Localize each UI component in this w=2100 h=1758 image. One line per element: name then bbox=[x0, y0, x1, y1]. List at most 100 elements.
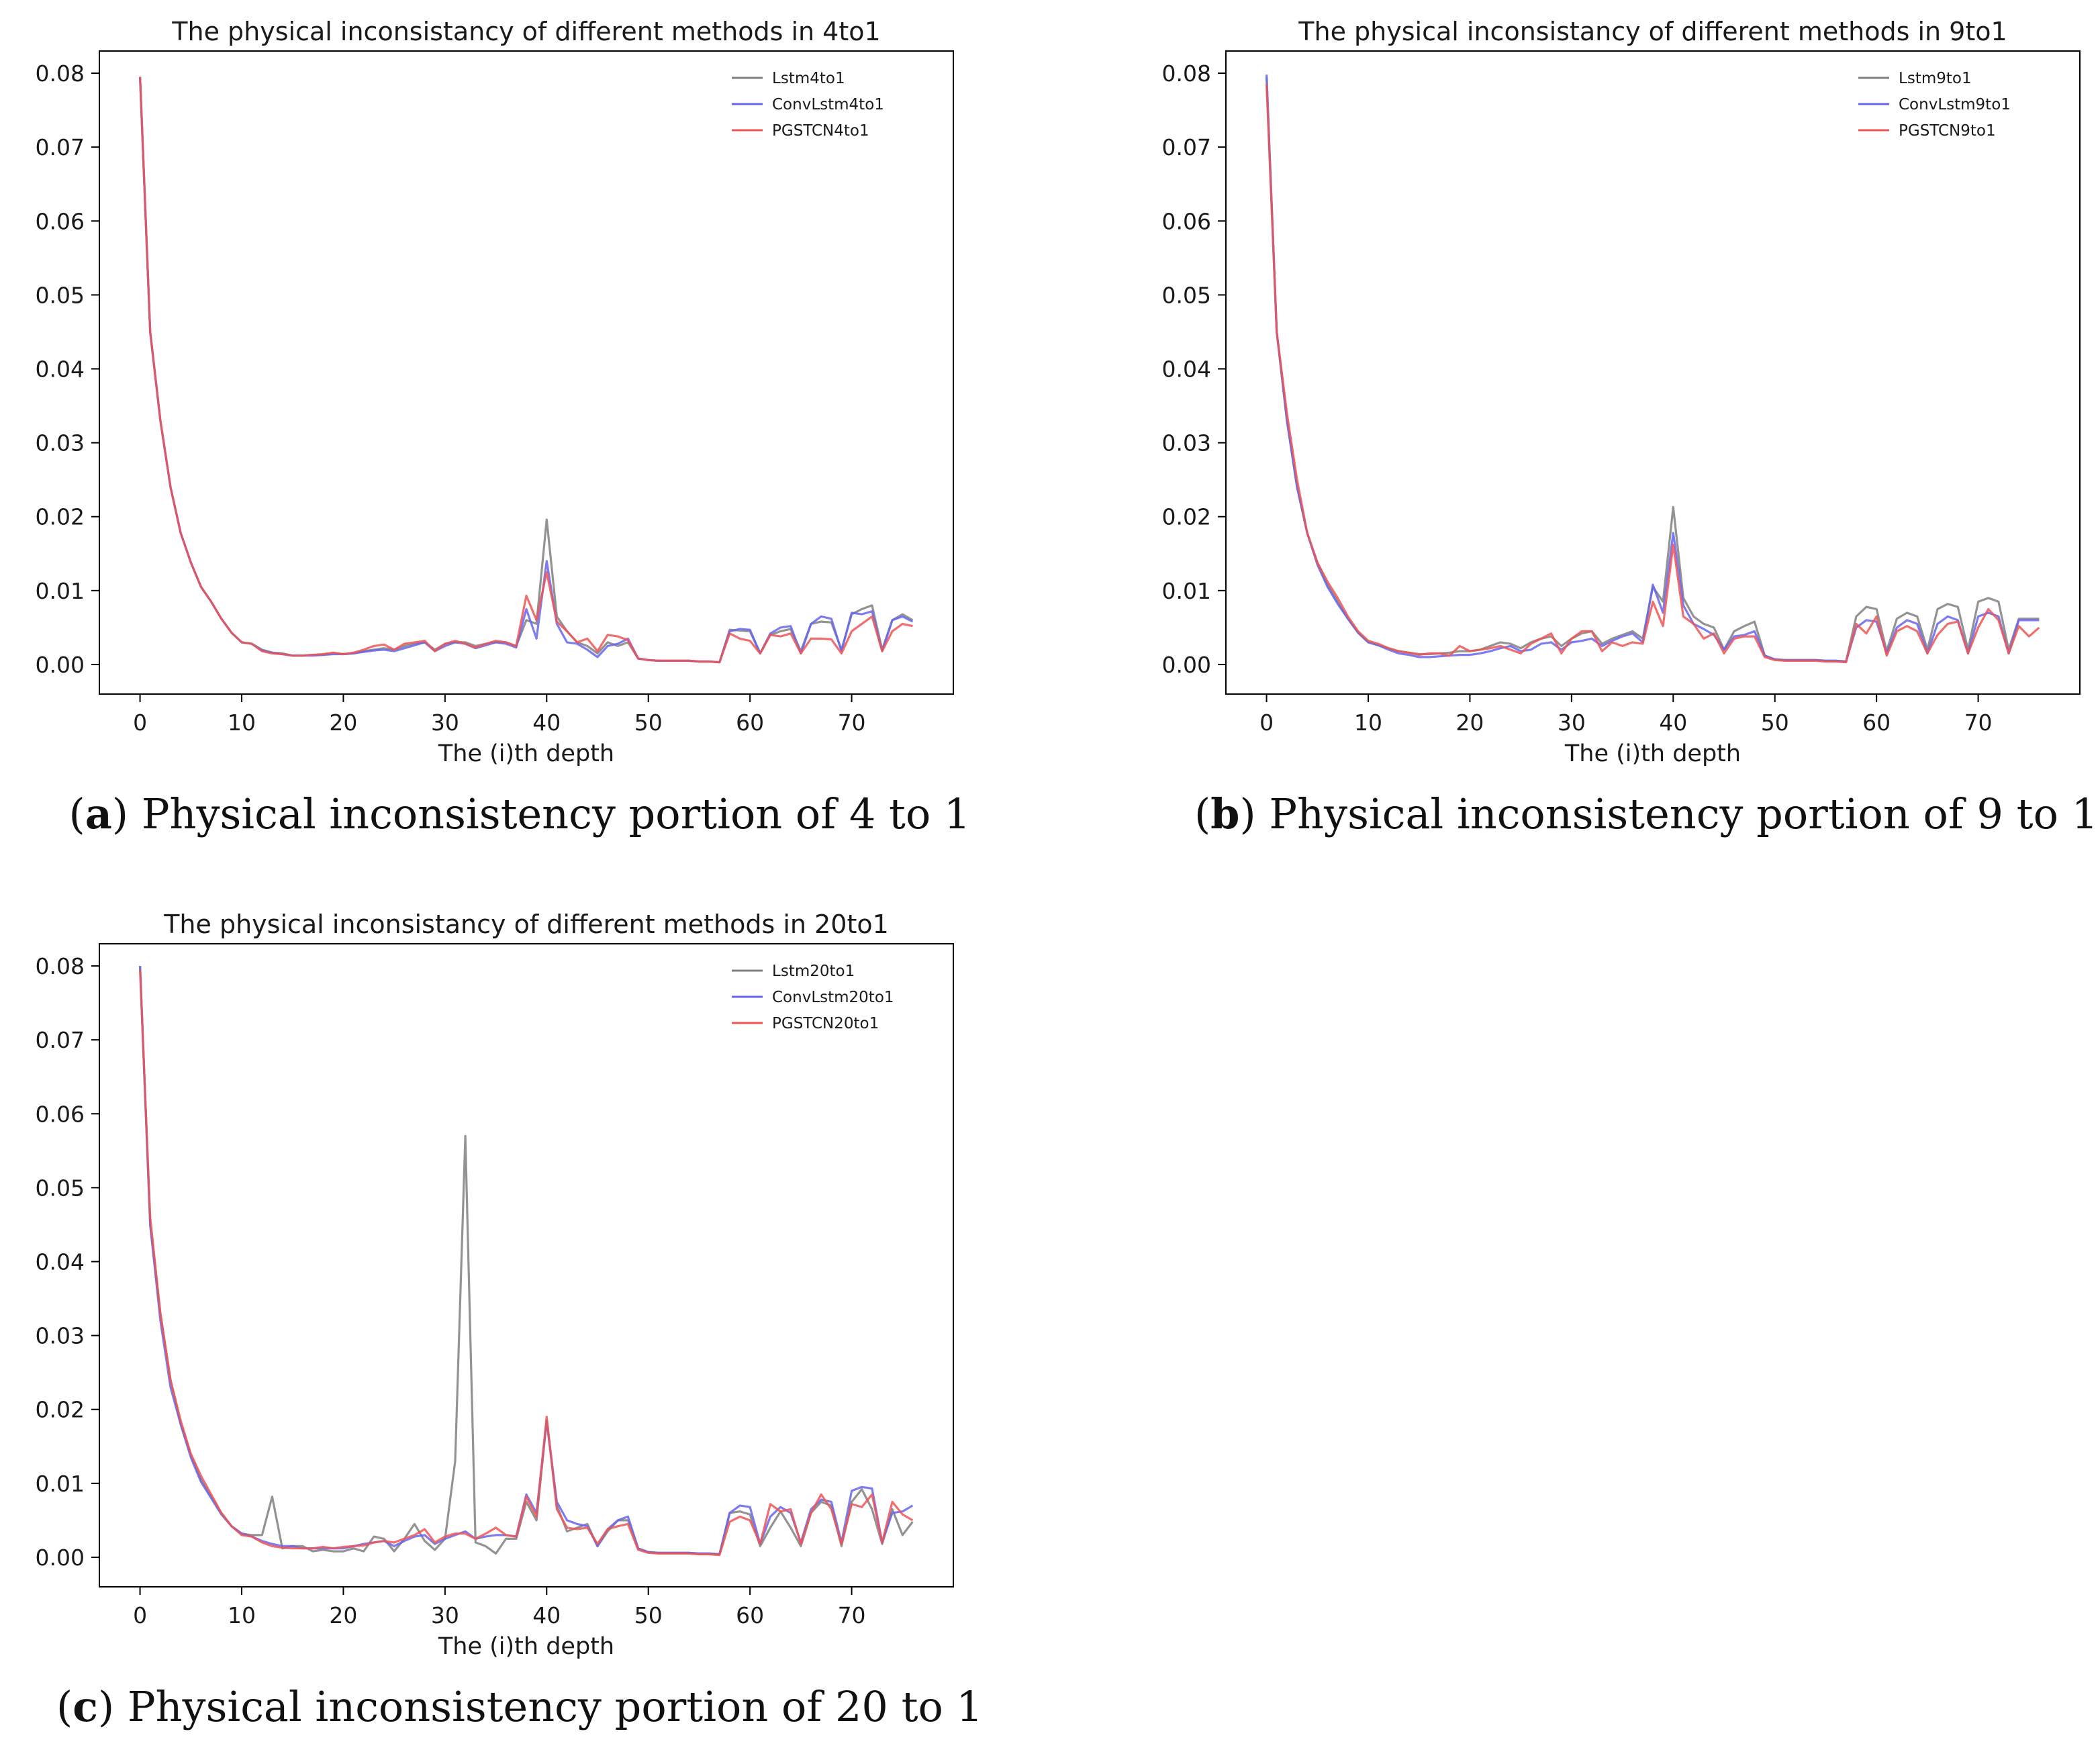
x-tick-label: 60 bbox=[1862, 710, 1891, 736]
y-tick-label: 0.07 bbox=[36, 1027, 85, 1053]
caption-paren: ) bbox=[112, 789, 142, 838]
x-tick-label: 10 bbox=[228, 1602, 256, 1628]
legend: Lstm9to1 ConvLstm9to1 PGSTCN9to1 bbox=[1858, 70, 2011, 140]
series-line-ConvLstm9to1 bbox=[1266, 75, 2040, 663]
series-line-PGSTCN4to1 bbox=[139, 77, 913, 664]
x-tick-label: 0 bbox=[133, 710, 147, 736]
x-tick-label: 0 bbox=[133, 1602, 147, 1628]
y-tick-label: 0.06 bbox=[1162, 208, 1211, 234]
x-tick-label: 20 bbox=[329, 710, 357, 736]
legend-entry: PGSTCN20to1 bbox=[772, 1015, 879, 1032]
series-line-ConvLstm20to1 bbox=[139, 965, 914, 1556]
y-tick-label: 0.01 bbox=[36, 1471, 85, 1497]
caption-letter: c bbox=[73, 1682, 98, 1731]
y-tick-label: 0.06 bbox=[36, 1101, 85, 1127]
y-tick-label: 0.04 bbox=[36, 1249, 85, 1275]
y-tick-label: 0.03 bbox=[36, 1323, 85, 1349]
chart-title: The physical inconsistancy of different … bbox=[171, 17, 880, 46]
y-tick-label: 0.03 bbox=[1162, 430, 1211, 456]
y-tick-label: 0.07 bbox=[36, 134, 85, 160]
y-tick-label: 0.08 bbox=[36, 60, 85, 87]
y-tick-label: 0.06 bbox=[36, 208, 85, 234]
series-line-Lstm4to1 bbox=[139, 77, 914, 664]
chart-panel-3: The physical inconsistancy of different … bbox=[36, 910, 983, 1731]
legend-entry: Lstm4to1 bbox=[772, 70, 845, 87]
y-tick-label: 0.02 bbox=[36, 504, 85, 530]
series-line-Lstm20to1 bbox=[139, 965, 914, 1556]
y-tick-label: 0.04 bbox=[1162, 356, 1211, 382]
x-tick-label: 70 bbox=[1964, 710, 1993, 736]
chart-panel-1: The physical inconsistancy of different … bbox=[36, 17, 971, 838]
x-tick-label: 40 bbox=[532, 710, 561, 736]
caption-paren: ( bbox=[56, 1682, 73, 1731]
x-tick-label: 10 bbox=[1354, 710, 1382, 736]
caption-paren: ( bbox=[1194, 789, 1210, 838]
x-tick-label: 50 bbox=[634, 1602, 663, 1628]
series-line-PGSTCN9to1 bbox=[1266, 84, 2040, 664]
caption-paren: ) bbox=[1240, 789, 1270, 838]
caption-letter: b bbox=[1210, 789, 1239, 838]
legend-entry: Lstm9to1 bbox=[1899, 70, 1972, 87]
panel-caption: (b) Physical inconsistency portion of 9 … bbox=[1194, 789, 2098, 838]
legend-entry: Lstm20to1 bbox=[772, 963, 855, 980]
y-tick-label: 0.02 bbox=[36, 1397, 85, 1423]
x-tick-label: 70 bbox=[838, 710, 866, 736]
y-tick-label: 0.00 bbox=[36, 1545, 85, 1571]
x-tick-label: 60 bbox=[736, 1602, 764, 1628]
caption-text: Physical inconsistency portion of 9 to 1 bbox=[1269, 789, 2098, 838]
x-tick-label: 70 bbox=[838, 1602, 866, 1628]
series-line-Lstm9to1 bbox=[1266, 77, 2040, 663]
chart-panel-2: The physical inconsistancy of different … bbox=[1162, 17, 2099, 838]
x-tick-label: 20 bbox=[1455, 710, 1484, 736]
legend: Lstm20to1 ConvLstm20to1 PGSTCN20to1 bbox=[732, 963, 894, 1032]
y-tick-label: 0.00 bbox=[1162, 652, 1211, 678]
y-tick-label: 0.00 bbox=[36, 652, 85, 678]
legend-entry: ConvLstm20to1 bbox=[772, 989, 894, 1006]
panel-caption: (c) Physical inconsistency portion of 20… bbox=[56, 1682, 983, 1731]
x-tick-label: 50 bbox=[634, 710, 663, 736]
x-tick-label: 60 bbox=[736, 710, 764, 736]
caption-text: Physical inconsistency portion of 4 to 1 bbox=[142, 789, 971, 838]
y-tick-label: 0.02 bbox=[1162, 504, 1211, 530]
y-tick-label: 0.05 bbox=[36, 282, 85, 308]
x-tick-label: 0 bbox=[1259, 710, 1274, 736]
y-tick-label: 0.05 bbox=[1162, 282, 1211, 308]
y-tick-label: 0.08 bbox=[1162, 60, 1211, 87]
legend-entry: ConvLstm4to1 bbox=[772, 96, 884, 113]
plot-frame bbox=[99, 50, 954, 695]
y-tick-label: 0.07 bbox=[1162, 134, 1211, 160]
x-tick-label: 30 bbox=[431, 710, 459, 736]
x-axis-label: The (i)th depth bbox=[1564, 740, 1741, 767]
y-tick-label: 0.01 bbox=[36, 578, 85, 604]
x-axis-label: The (i)th depth bbox=[438, 1633, 614, 1660]
legend-entry: PGSTCN9to1 bbox=[1899, 122, 1996, 140]
plot-frame bbox=[1225, 50, 2081, 695]
series-line-PGSTCN20to1 bbox=[139, 969, 914, 1557]
x-tick-label: 20 bbox=[329, 1602, 357, 1628]
chart-title: The physical inconsistancy of different … bbox=[163, 910, 889, 939]
caption-letter: a bbox=[85, 789, 112, 838]
chart-title: The physical inconsistancy of different … bbox=[1298, 17, 2007, 46]
caption-paren: ) bbox=[98, 1682, 128, 1731]
panel-caption: (a) Physical inconsistency portion of 4 … bbox=[69, 789, 971, 838]
x-tick-label: 30 bbox=[431, 1602, 459, 1628]
series-line-ConvLstm4to1 bbox=[139, 77, 914, 664]
y-tick-label: 0.05 bbox=[36, 1175, 85, 1201]
y-tick-label: 0.08 bbox=[36, 953, 85, 979]
caption-paren: ( bbox=[69, 789, 85, 838]
x-tick-label: 30 bbox=[1558, 710, 1586, 736]
y-tick-label: 0.04 bbox=[36, 356, 85, 382]
x-axis-label: The (i)th depth bbox=[438, 740, 614, 767]
x-tick-label: 40 bbox=[532, 1602, 561, 1628]
x-tick-label: 10 bbox=[228, 710, 256, 736]
legend-entry: PGSTCN4to1 bbox=[772, 122, 869, 140]
x-tick-label: 50 bbox=[1761, 710, 1789, 736]
y-tick-label: 0.03 bbox=[36, 430, 85, 456]
caption-text: Physical inconsistency portion of 20 to … bbox=[128, 1682, 983, 1731]
y-tick-label: 0.01 bbox=[1162, 578, 1211, 604]
legend-entry: ConvLstm9to1 bbox=[1899, 96, 2011, 113]
plot-frame bbox=[99, 943, 954, 1588]
legend: Lstm4to1 ConvLstm4to1 PGSTCN4to1 bbox=[732, 70, 884, 140]
x-tick-label: 40 bbox=[1659, 710, 1687, 736]
